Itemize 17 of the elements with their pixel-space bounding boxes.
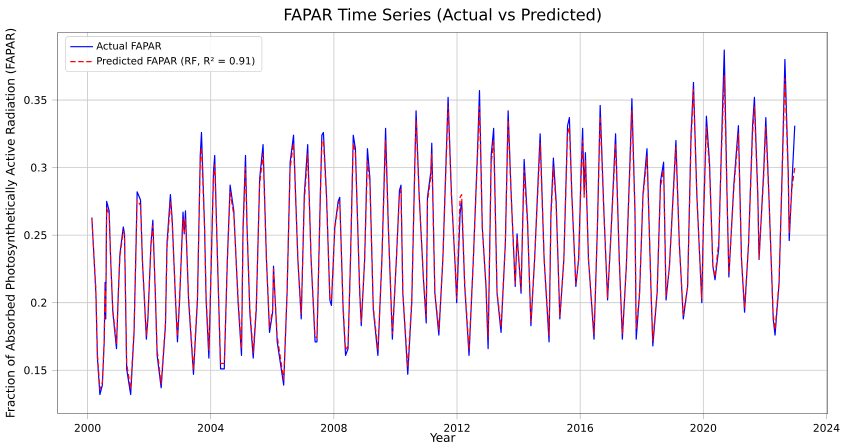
x-tick-label: 2000 — [74, 424, 100, 432]
x-tick-label: 2012 — [444, 424, 470, 432]
x-tick-label: 2016 — [567, 424, 594, 432]
y-tick-label: 0.2 — [31, 298, 46, 307]
x-tick-label: 2024 — [814, 424, 840, 432]
x-axis-title: Year — [430, 433, 456, 442]
y-tick-label: 0.35 — [24, 96, 46, 104]
legend-label: Predicted FAPAR (RF, R² = 0.91) — [97, 56, 254, 66]
legend-label: Actual FAPAR — [96, 42, 162, 50]
x-tick-label: 2004 — [198, 424, 224, 432]
y-tick-label: 0.15 — [24, 366, 46, 374]
y-axis-title: Fraction of Absorbed Photosynthetically Active Radiation (FAPAR) — [5, 28, 18, 417]
x-tick-label: 2020 — [690, 424, 716, 432]
x-tick-label: 2008 — [321, 424, 347, 432]
y-tick-label: 0.25 — [24, 231, 46, 240]
y-tick-label: 0.3 — [31, 164, 46, 172]
chart-title: FAPAR Time Series (Actual vs Predicted) — [284, 8, 601, 22]
